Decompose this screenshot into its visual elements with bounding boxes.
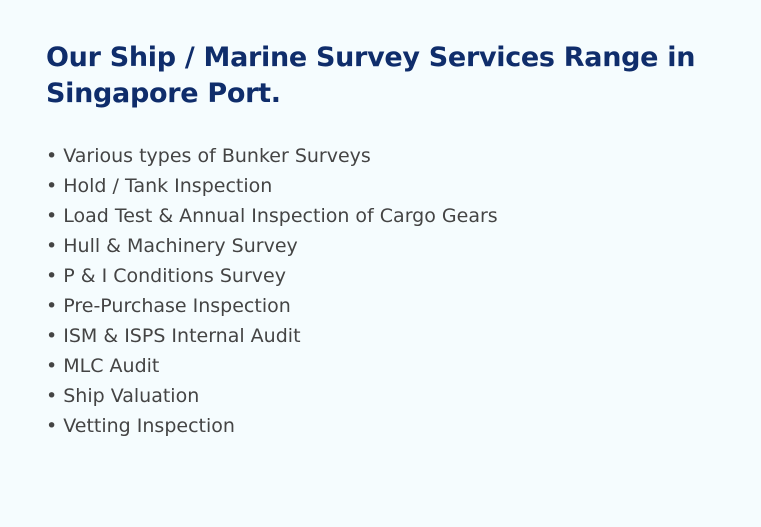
- services-section: Our Ship / Marine Survey Services Range …: [46, 40, 726, 441]
- service-item-hold-tank-inspection: • Hold / Tank Inspection: [46, 175, 273, 197]
- service-item-ism-isps-audit: • ISM & ISPS Internal Audit: [46, 325, 301, 347]
- service-item-p-and-i-conditions-survey: • P & I Conditions Survey: [46, 265, 286, 287]
- service-item-pre-purchase-inspection: • Pre-Purchase Inspection: [46, 295, 291, 317]
- service-item-hull-machinery-survey: • Hull & Machinery Survey: [46, 235, 298, 257]
- service-item-mlc-audit: • MLC Audit: [46, 355, 160, 377]
- service-item-bunker-surveys: • Various types of Bunker Surveys: [46, 145, 371, 167]
- services-list: • Various types of Bunker Surveys • Hold…: [46, 141, 726, 441]
- service-item-vetting-inspection: • Vetting Inspection: [46, 415, 235, 437]
- service-item-load-test-cargo-gears: • Load Test & Annual Inspection of Cargo…: [46, 205, 498, 227]
- section-heading: Our Ship / Marine Survey Services Range …: [46, 42, 696, 109]
- service-item-ship-valuation: • Ship Valuation: [46, 385, 200, 407]
